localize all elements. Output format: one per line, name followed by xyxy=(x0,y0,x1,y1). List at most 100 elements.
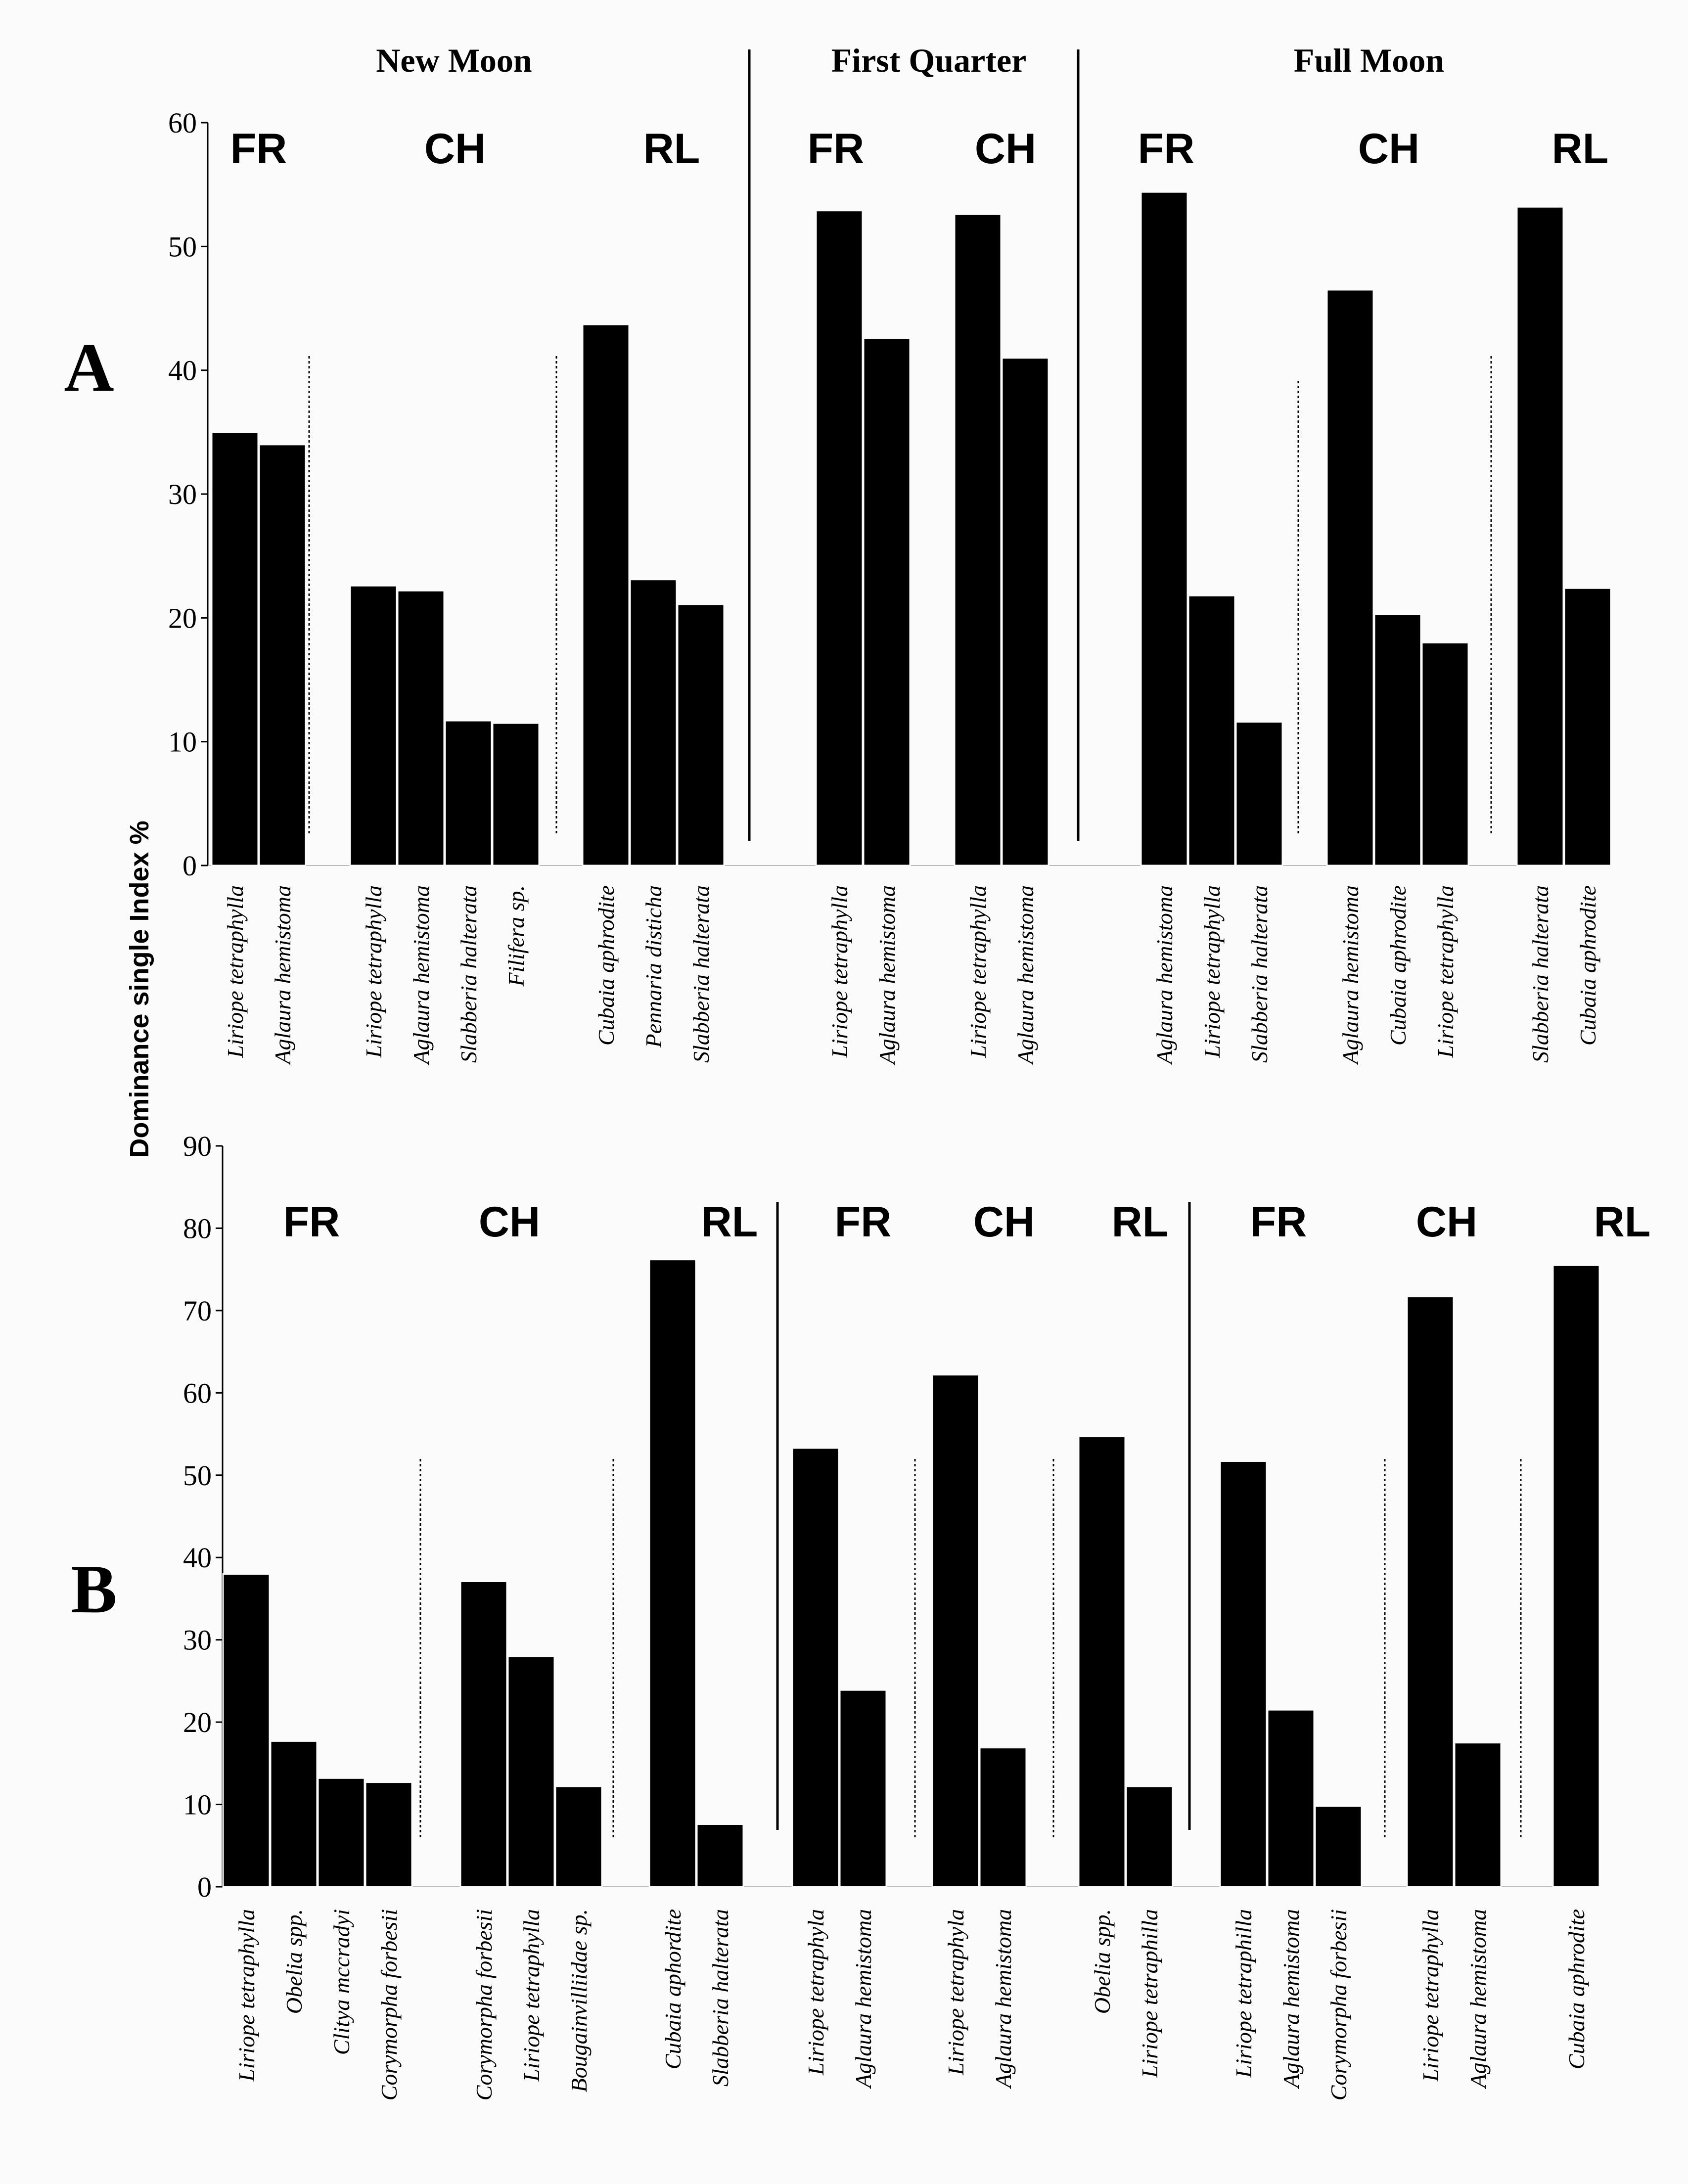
species-label: Corymorpha forbesii xyxy=(471,1909,497,2100)
bar xyxy=(459,1580,508,1888)
habitat-label-ch: CH xyxy=(479,1198,540,1246)
y-tick-label: 0 xyxy=(197,1871,212,1903)
y-tick-label: 10 xyxy=(168,726,197,758)
bar xyxy=(1373,613,1422,866)
species-label: Aglaura hemistoma xyxy=(1465,1909,1491,2090)
bar xyxy=(317,1777,365,1888)
habitat-label-fr: FR xyxy=(1250,1198,1307,1246)
bar xyxy=(979,1747,1027,1888)
species-label: Aglaura hemistoma xyxy=(409,885,434,1066)
species-label: Cubaia aphrodite xyxy=(593,885,619,1046)
species-label: Bougainvilliidae sp. xyxy=(566,1909,592,2093)
bar xyxy=(1454,1742,1502,1888)
species-label: Cubaia aphrodite xyxy=(1564,1909,1589,2069)
species-label: Aglaura hemistoma xyxy=(1338,885,1363,1066)
bar xyxy=(582,323,630,866)
species-label: Slabberia halterata xyxy=(1528,885,1553,1063)
y-tick-label: 80 xyxy=(183,1212,212,1244)
bar xyxy=(1406,1296,1455,1888)
habitat-label-fr: FR xyxy=(283,1198,340,1246)
species-label: Liriope tetraphylla xyxy=(361,885,386,1058)
species-label: Aglaura hemistoma xyxy=(1278,1909,1304,2090)
bar xyxy=(954,213,1002,866)
species-label: Pennaria disticha xyxy=(641,885,666,1048)
bar xyxy=(1314,1805,1363,1888)
bar xyxy=(492,722,540,866)
bar xyxy=(1563,587,1612,866)
y-axis-title: Dominance single Index % xyxy=(125,820,154,1157)
species-label: Liriope tetraphyla xyxy=(803,1909,828,2076)
y-tick-label: 70 xyxy=(183,1295,212,1327)
bar xyxy=(397,590,445,866)
panel-b: B 0 10 20 30 40 50 60 70 80 90 FR Liriope tetraphyll… xyxy=(71,1130,1650,2100)
species-label: Liriope tetraphylla xyxy=(234,1909,259,2082)
species-label: Aglaura hemistoma xyxy=(874,885,900,1066)
bar xyxy=(1001,357,1049,866)
chart-root: New Moon First Quarter Full Moon Dominance … xyxy=(64,42,1650,2100)
bar xyxy=(1219,1460,1268,1888)
bar xyxy=(839,1689,887,1888)
bar xyxy=(1187,594,1236,866)
bar xyxy=(211,431,259,866)
y-tick-label: 90 xyxy=(183,1130,212,1162)
habitat-label-ch: CH xyxy=(975,125,1036,173)
species-label: Corymorpha forbesii xyxy=(1326,1909,1351,2100)
bar xyxy=(554,1785,603,1888)
species-label: Aglaura hemistoma xyxy=(1013,885,1038,1066)
bar xyxy=(270,1740,318,1888)
species-label: Slabberia halterata xyxy=(1247,885,1272,1063)
species-label: Cubaia aphrodite xyxy=(1385,885,1411,1046)
species-label: Aglaura hemistoma xyxy=(270,885,295,1066)
habitat-label-fr: FR xyxy=(835,1198,892,1246)
y-tick-label: 60 xyxy=(168,107,197,139)
bar xyxy=(677,603,725,866)
species-label: Filifera sp. xyxy=(503,885,529,987)
bar xyxy=(1326,289,1374,866)
bar xyxy=(629,579,678,866)
phase-label-new-moon: New Moon xyxy=(376,42,532,79)
species-label: Obelia spp. xyxy=(281,1909,307,2014)
species-label: Liriope tetraphylla xyxy=(827,885,852,1058)
bar xyxy=(1267,1709,1315,1888)
species-label: Slabberia halterata xyxy=(688,885,714,1063)
bar xyxy=(863,337,911,866)
bar xyxy=(696,1823,744,1888)
species-label: Slabberia halterata xyxy=(456,885,481,1063)
species-label: Aglaura hemistoma xyxy=(851,1909,876,2090)
habitat-label-ch: CH xyxy=(1416,1198,1477,1246)
bar xyxy=(1552,1264,1600,1888)
species-label: Liriope tetraphylla xyxy=(519,1909,544,2082)
bar xyxy=(648,1259,697,1888)
habitat-label-fr: FR xyxy=(808,125,865,173)
species-label: Aglaura hemistoma xyxy=(1152,885,1177,1066)
y-tick-label: 20 xyxy=(168,602,197,634)
species-label: Slabberia halterata xyxy=(708,1909,733,2087)
habitat-label-rl: RL xyxy=(701,1198,758,1246)
panel-a: A 0 10 20 30 40 50 60 FR Liriope tetraphylla Aglau… xyxy=(64,49,1612,1066)
bar xyxy=(931,1374,980,1888)
bar xyxy=(1421,641,1469,866)
species-label: Aglaura hemistoma xyxy=(991,1909,1016,2090)
y-tick-label: 0 xyxy=(182,850,197,882)
habitat-label-ch: CH xyxy=(1358,125,1419,173)
y-tick-label: 30 xyxy=(183,1624,212,1656)
y-tick-label: 30 xyxy=(168,478,197,510)
species-label: Cubaia aphrodite xyxy=(1575,885,1600,1046)
bar xyxy=(258,444,307,866)
bar xyxy=(365,1781,413,1888)
y-tick-label: 50 xyxy=(168,230,197,263)
bar xyxy=(444,720,493,866)
bar xyxy=(1125,1785,1174,1888)
species-label: Liriope tetraphylla xyxy=(965,885,991,1058)
habitat-label-fr: FR xyxy=(1138,125,1195,173)
phase-label-full-moon: Full Moon xyxy=(1294,42,1444,79)
species-label: Corymorpha forbesii xyxy=(376,1909,402,2100)
bar xyxy=(815,210,864,866)
panel-label-b: B xyxy=(71,1551,117,1628)
habitat-label-rl: RL xyxy=(643,125,700,173)
y-tick-label: 50 xyxy=(183,1459,212,1492)
species-label: Liriope tetraphilla xyxy=(1231,1909,1256,2078)
habitat-label-ch: CH xyxy=(424,125,486,173)
bar xyxy=(1140,191,1188,866)
